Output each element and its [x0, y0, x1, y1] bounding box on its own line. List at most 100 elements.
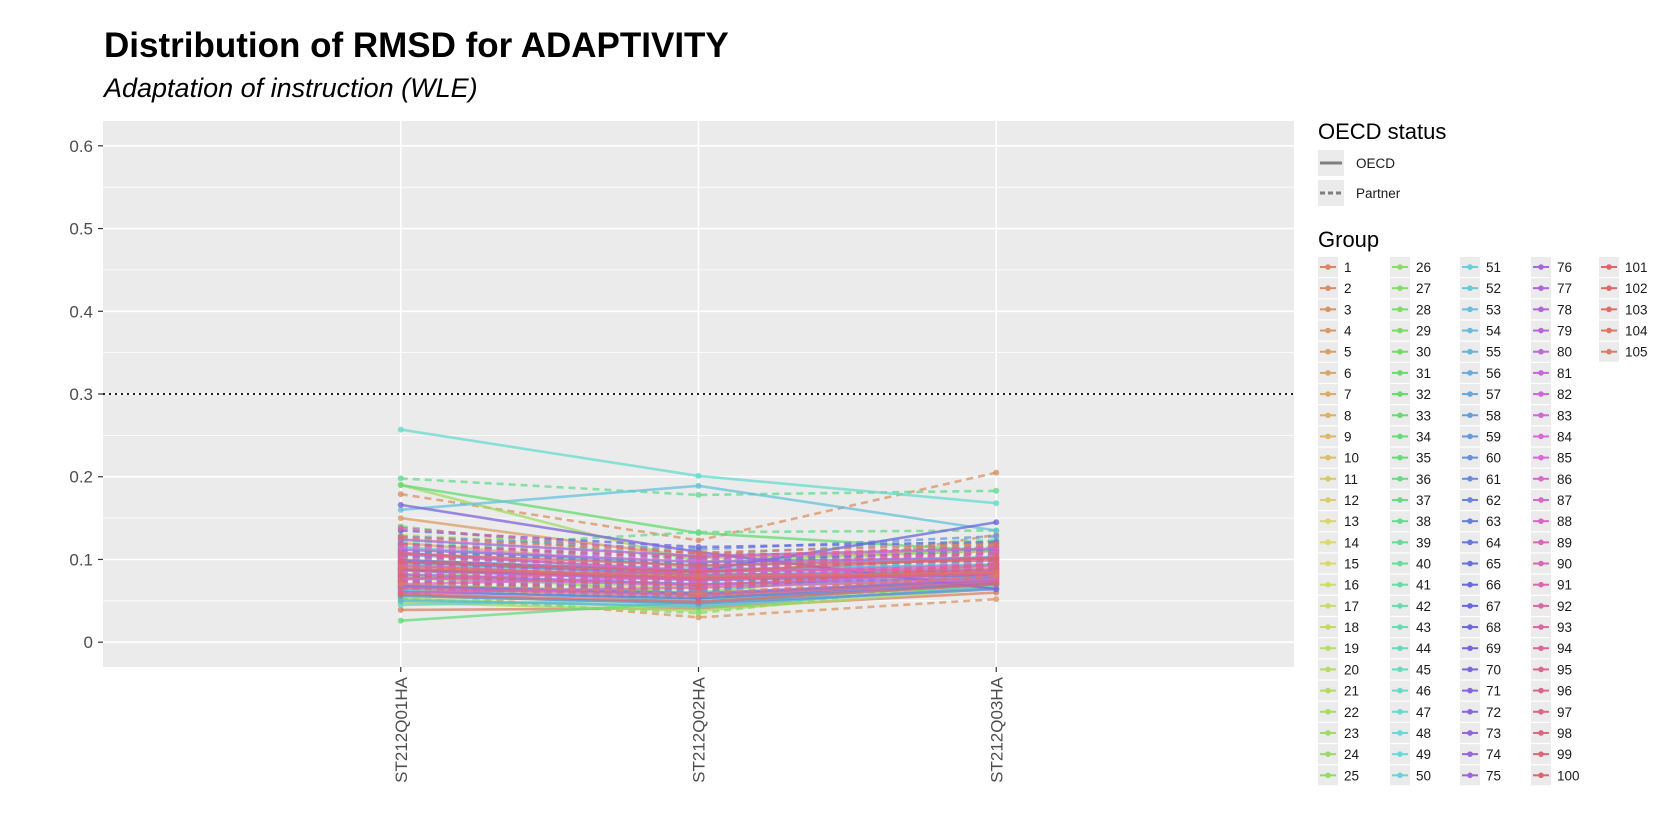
- legend-key-point: [1538, 285, 1544, 291]
- y-tick-label: 0.2: [69, 468, 93, 487]
- series-point-105: [993, 573, 999, 579]
- legend-group-label: 33: [1416, 408, 1431, 423]
- legend-group-label: 58: [1486, 408, 1501, 423]
- legend-group-label: 31: [1416, 366, 1431, 381]
- legend-group-label: 32: [1416, 387, 1431, 402]
- legend-group-label: 26: [1416, 260, 1431, 275]
- legend-key-point: [1606, 349, 1612, 355]
- legend-group-title: Group: [1318, 227, 1379, 252]
- legend-key-point: [1325, 773, 1331, 779]
- legend-group-label: 56: [1486, 366, 1501, 381]
- legend-key-point: [1325, 751, 1331, 757]
- legend-key-point: [1467, 582, 1473, 588]
- legend-key-point: [1538, 455, 1544, 461]
- y-tick-label: 0.1: [69, 550, 93, 569]
- legend-group-label: 15: [1344, 557, 1359, 572]
- legend-key-point: [1538, 624, 1544, 630]
- series-point-96: [398, 542, 404, 548]
- series-point-92: [398, 525, 404, 531]
- legend-group-label: 90: [1557, 557, 1572, 572]
- legend-group-label: 1: [1344, 260, 1352, 275]
- legend-group-label: 69: [1486, 641, 1501, 656]
- legend-key-point: [1325, 624, 1331, 630]
- legend-group-label: 59: [1486, 429, 1501, 444]
- legend-key-point: [1397, 773, 1403, 779]
- legend-group-label: 5: [1344, 345, 1352, 360]
- legend-group-label: 81: [1557, 366, 1572, 381]
- legend-key-point: [1325, 349, 1331, 355]
- legend-key-point: [1538, 476, 1544, 482]
- y-tick-label: 0.3: [69, 385, 93, 404]
- series-point-3: [696, 537, 702, 543]
- legend-group-label: 46: [1416, 684, 1431, 699]
- legend-key-point: [1325, 688, 1331, 694]
- legend-key-point: [1538, 603, 1544, 609]
- legend-key-point: [1397, 645, 1403, 651]
- legend-group-label: 16: [1344, 578, 1359, 593]
- legend-group-label: 96: [1557, 684, 1572, 699]
- series-point-59: [993, 533, 999, 539]
- legend-key-point: [1325, 497, 1331, 503]
- legend-key-point: [1397, 730, 1403, 736]
- series-point-94: [993, 549, 999, 555]
- series-point-38: [993, 488, 999, 494]
- series-point-26: [696, 610, 702, 616]
- legend-group-label: 104: [1625, 324, 1648, 339]
- y-tick-label: 0: [84, 633, 93, 652]
- series-point-101: [993, 555, 999, 561]
- legend-key-point: [1467, 667, 1473, 673]
- legend-group-label: 79: [1557, 324, 1572, 339]
- series-point-102: [696, 582, 702, 588]
- legend-group-label: 67: [1486, 599, 1501, 614]
- legend-key-point: [1397, 455, 1403, 461]
- legend-key-point: [1538, 264, 1544, 270]
- series-point-103: [993, 541, 999, 547]
- legend-group-label: 52: [1486, 281, 1501, 296]
- legend-group-label: 83: [1557, 408, 1572, 423]
- legend-group-label: 49: [1416, 747, 1431, 762]
- legend-group-label: 20: [1344, 662, 1359, 677]
- legend-key-point: [1538, 307, 1544, 313]
- legend-group-label: 60: [1486, 451, 1501, 466]
- legend-group-label: 34: [1416, 429, 1432, 444]
- legend-key-point: [1538, 709, 1544, 715]
- legend-group-label: 25: [1344, 768, 1359, 783]
- legend-group-label: 91: [1557, 578, 1572, 593]
- legend-group-label: 29: [1416, 324, 1431, 339]
- legend-group-label: 78: [1557, 302, 1572, 317]
- legend-key-point: [1467, 603, 1473, 609]
- legend-key-point: [1538, 645, 1544, 651]
- legend-group-label: 76: [1557, 260, 1572, 275]
- legend-group-label: 7: [1344, 387, 1352, 402]
- legend-key-point: [1538, 434, 1544, 440]
- legend-group-label: 9: [1344, 429, 1352, 444]
- legend-group-label: 37: [1416, 493, 1431, 508]
- legend-key-point: [1397, 349, 1403, 355]
- series-point-105: [398, 580, 404, 586]
- legend-group-label: 18: [1344, 620, 1359, 635]
- legend-key-point: [1538, 540, 1544, 546]
- legend-group-label: 42: [1416, 599, 1431, 614]
- legend-key-point: [1467, 751, 1473, 757]
- y-axis: 0 0.1 0.2 0.3 0.4 0.5 0.6: [69, 137, 103, 652]
- chart-title: Distribution of RMSD for ADAPTIVITY: [104, 26, 729, 65]
- legend-group-label: 103: [1625, 302, 1648, 317]
- x-tick-label: ST212Q01HA: [392, 676, 411, 782]
- legend-key-point: [1606, 307, 1612, 313]
- legend-key-point: [1397, 412, 1403, 418]
- legend-key-point: [1325, 307, 1331, 313]
- series-point-99: [696, 562, 702, 568]
- series-point-100: [696, 599, 702, 605]
- legend-group-label: 47: [1416, 705, 1431, 720]
- legend-key-point: [1467, 307, 1473, 313]
- legend-key-point: [1397, 370, 1403, 376]
- legend-key-point: [1467, 688, 1473, 694]
- series-point-101: [398, 559, 404, 565]
- series-point-100: [398, 591, 404, 597]
- legend-group-label: 50: [1416, 768, 1431, 783]
- legend-key-point: [1467, 497, 1473, 503]
- legend-key-point: [1467, 540, 1473, 546]
- legend-group-label: 36: [1416, 472, 1431, 487]
- legend-group-label: 57: [1486, 387, 1501, 402]
- legend-group-label: 11: [1344, 472, 1358, 487]
